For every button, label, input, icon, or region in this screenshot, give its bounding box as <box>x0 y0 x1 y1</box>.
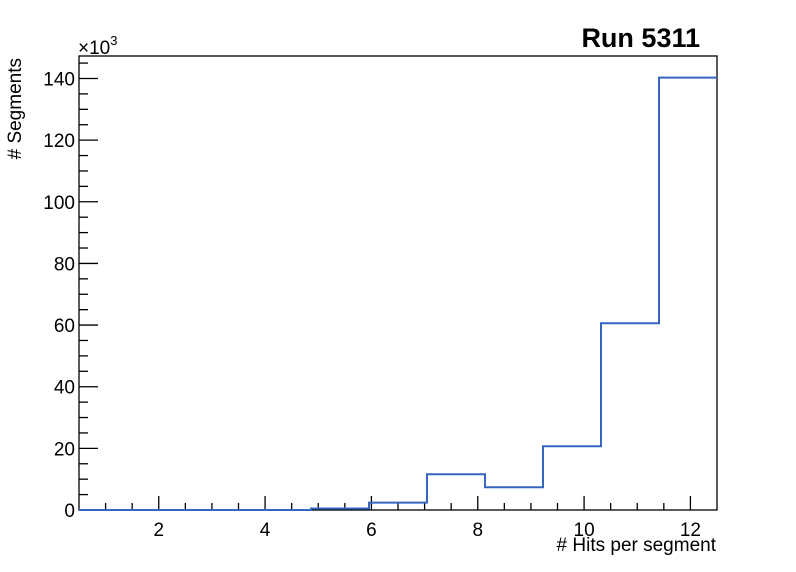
y-axis-title: # Segments <box>5 58 26 159</box>
y-axis-tick-label: 100 <box>43 193 75 214</box>
x-axis-tick-label: 6 <box>366 520 377 541</box>
x-axis-tick-label: 12 <box>680 520 701 541</box>
histogram-step-line <box>79 76 717 511</box>
x-axis-tick-label: 4 <box>260 520 271 541</box>
y-axis-tick-label: 20 <box>54 439 75 460</box>
y-axis-tick-label: 80 <box>54 254 75 275</box>
y-axis-tick-label: 140 <box>43 69 75 90</box>
x-axis-title: # Hits per segment <box>557 535 717 556</box>
y-axis-multiplier-base: ×10 <box>78 38 110 59</box>
x-axis-tick-label: 8 <box>472 520 483 541</box>
x-axis-tick-label: 2 <box>153 520 164 541</box>
y-axis-tick-label: 40 <box>54 378 75 399</box>
chart-title: Run 5311 <box>581 23 700 53</box>
y-axis-tick-label: 120 <box>43 131 75 152</box>
y-axis-tick-label: 0 <box>64 501 75 522</box>
plot-frame <box>78 55 718 511</box>
y-axis-tick-label: 60 <box>54 316 75 337</box>
y-axis-multiplier: ×103 <box>78 33 117 59</box>
y-axis-multiplier-exponent: 3 <box>110 33 117 48</box>
x-axis-tick-label: 10 <box>574 520 595 541</box>
